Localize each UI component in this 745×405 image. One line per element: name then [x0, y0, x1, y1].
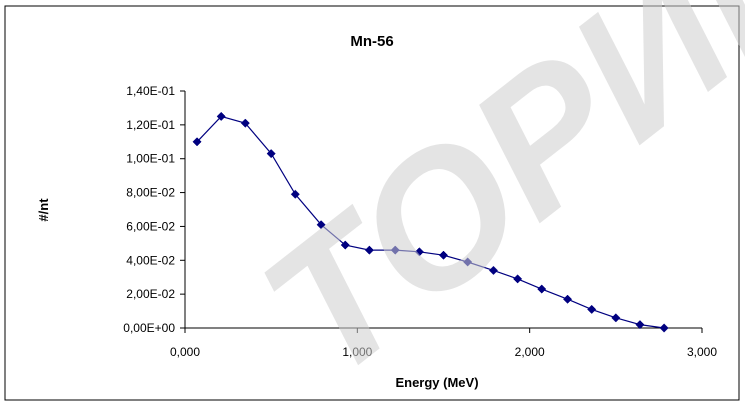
y-tick-label: 4,00E-02	[126, 253, 175, 267]
data-point-marker	[438, 250, 449, 260]
data-point-marker	[587, 304, 597, 314]
chart-title: Mn-56	[350, 33, 393, 50]
y-tick-label: 0,00E+00	[123, 321, 175, 335]
x-tick-label: 0,000	[170, 345, 200, 359]
y-tick-label: 6,00E-02	[126, 219, 175, 233]
data-point-marker	[563, 294, 573, 304]
data-point-marker	[340, 240, 350, 250]
tick-labels: 0,00E+00 2,00E-02 4,00E-02 6,00E-02 8,00E-02…	[123, 84, 717, 359]
y-tick-label: 2,00E-02	[126, 287, 175, 301]
y-tick-label: 1,00E-01	[126, 152, 175, 166]
series-line	[196, 115, 665, 329]
axes	[180, 90, 703, 333]
x-tick-label: 1,000	[342, 345, 372, 359]
data-point-marker	[513, 274, 523, 284]
data-point-marker	[635, 320, 645, 330]
chart-area-border	[4, 5, 740, 401]
y-axis-title: #/nt	[36, 198, 51, 222]
x-tick-label: 3,000	[687, 345, 717, 359]
y-tick-label: 8,00E-02	[126, 186, 175, 200]
data-point-marker	[488, 265, 499, 275]
data-point-marker	[537, 284, 547, 294]
data-point-marker	[390, 245, 400, 255]
data-point-marker	[659, 323, 669, 333]
data-point-marker	[364, 245, 374, 255]
data-point-marker	[240, 118, 250, 128]
y-tick-label: 1,20E-01	[126, 118, 175, 132]
series-plot	[192, 111, 669, 333]
data-point-marker	[266, 149, 276, 159]
x-tick-label: 2,000	[515, 345, 545, 359]
y-tick-label: 1,40E-01	[126, 84, 175, 98]
data-point-marker	[316, 220, 326, 230]
data-point-marker	[192, 137, 202, 147]
data-point-marker	[611, 313, 621, 323]
data-point-marker	[290, 189, 300, 199]
x-axis-title: Energy (MeV)	[395, 375, 478, 390]
data-point-marker	[463, 257, 473, 267]
data-point-marker	[216, 111, 226, 121]
data-point-marker	[414, 247, 424, 257]
